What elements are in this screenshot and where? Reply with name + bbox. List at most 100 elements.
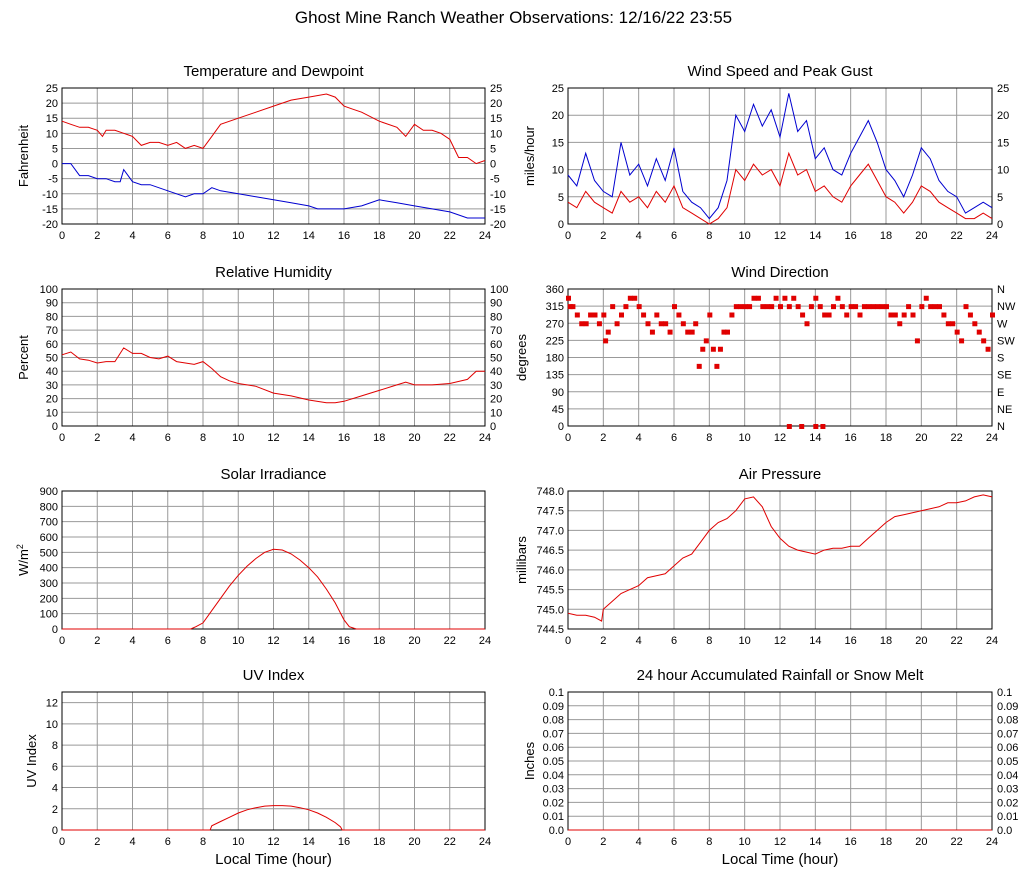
data-point bbox=[769, 304, 775, 310]
data-point bbox=[689, 329, 695, 335]
data-point bbox=[786, 424, 792, 429]
y-right-tick-label: 0.01 bbox=[997, 811, 1018, 823]
y-tick-label: 4 bbox=[52, 783, 58, 795]
x-tick-label: 4 bbox=[636, 836, 642, 848]
page-title: Ghost Mine Ranch Weather Observations: 1… bbox=[294, 8, 733, 27]
x-tick-label: 2 bbox=[94, 230, 100, 242]
data-point bbox=[950, 321, 956, 327]
data-point bbox=[813, 424, 819, 429]
y-tick-label: 270 bbox=[546, 318, 564, 330]
y-tick-label: -5 bbox=[48, 174, 58, 186]
x-tick-label: 6 bbox=[671, 432, 677, 444]
y-tick-label: 360 bbox=[546, 284, 564, 296]
x-tick-label: 10 bbox=[232, 836, 244, 848]
data-point bbox=[619, 312, 624, 318]
y-tick-label: 225 bbox=[546, 335, 564, 347]
y-tick-label: 90 bbox=[552, 387, 564, 399]
y-right-tick-label: -20 bbox=[490, 219, 506, 231]
data-point bbox=[870, 304, 876, 310]
data-point bbox=[566, 295, 571, 301]
plot-frame bbox=[567, 87, 993, 225]
data-point bbox=[676, 312, 682, 318]
x-tick-label: 22 bbox=[444, 230, 456, 242]
x-tick-label: 8 bbox=[706, 432, 712, 444]
data-point bbox=[990, 312, 995, 318]
x-tick-label: 20 bbox=[915, 836, 927, 848]
y-right-tick-label: 20 bbox=[490, 394, 502, 406]
y-tick-label: 6 bbox=[52, 761, 58, 773]
x-tick-label: 20 bbox=[915, 635, 927, 647]
data-point bbox=[928, 304, 934, 310]
y-tick-label: 0.0 bbox=[549, 825, 564, 837]
data-point bbox=[853, 304, 859, 310]
data-point bbox=[813, 295, 819, 301]
y-tick-label: 0 bbox=[558, 421, 564, 433]
data-point bbox=[567, 304, 573, 310]
plot-frame bbox=[61, 691, 486, 831]
data-point bbox=[721, 329, 727, 335]
data-point bbox=[623, 304, 629, 310]
x-tick-label: 2 bbox=[600, 432, 606, 444]
x-tick-label: 12 bbox=[774, 635, 786, 647]
y-tick-label: 0 bbox=[52, 825, 58, 837]
x-tick-label: 14 bbox=[809, 230, 821, 242]
data-point bbox=[817, 304, 823, 310]
y-right-tick-label: 80 bbox=[490, 311, 502, 323]
y-tick-label: 180 bbox=[546, 353, 564, 365]
y-tick-label: -20 bbox=[42, 219, 58, 231]
data-point bbox=[972, 321, 978, 327]
y-right-tick-label: SW bbox=[997, 335, 1015, 347]
x-tick-label: 0 bbox=[565, 836, 571, 848]
data-point bbox=[808, 304, 814, 310]
y-right-tick-label: -10 bbox=[490, 189, 506, 201]
x-tick-label: 16 bbox=[845, 230, 857, 242]
y-tick-label: 8 bbox=[52, 740, 58, 752]
y-tick-label: 20 bbox=[552, 110, 564, 122]
data-point bbox=[714, 363, 720, 369]
data-point bbox=[663, 321, 669, 327]
y-right-tick-label: N bbox=[997, 284, 1005, 296]
x-tick-label: 22 bbox=[951, 230, 963, 242]
data-point bbox=[645, 321, 651, 327]
x-tick-label: 4 bbox=[636, 635, 642, 647]
x-tick-label: 12 bbox=[267, 635, 279, 647]
x-tick-label: 12 bbox=[774, 836, 786, 848]
data-point bbox=[729, 312, 735, 318]
data-point bbox=[786, 304, 792, 310]
x-tick-label: 0 bbox=[565, 230, 571, 242]
y-axis-label: degrees bbox=[514, 334, 529, 381]
x-tick-label: 6 bbox=[165, 836, 171, 848]
x-tick-label: 10 bbox=[232, 432, 244, 444]
data-point bbox=[861, 304, 867, 310]
y-axis-label: miles/hour bbox=[522, 125, 537, 186]
x-tick-label: 20 bbox=[408, 836, 420, 848]
data-point bbox=[976, 329, 982, 335]
y-tick-label: 15 bbox=[46, 113, 58, 125]
data-point bbox=[636, 304, 642, 310]
x-tick-label: 14 bbox=[303, 432, 315, 444]
data-point bbox=[760, 304, 766, 310]
x-tick-label: 20 bbox=[408, 230, 420, 242]
y-tick-label: 0 bbox=[52, 624, 58, 636]
data-point bbox=[627, 295, 633, 301]
y-right-tick-label: NW bbox=[997, 301, 1016, 313]
y-tick-label: 400 bbox=[40, 563, 58, 575]
x-tick-label: 4 bbox=[129, 635, 135, 647]
y-tick-label: 0.01 bbox=[543, 811, 564, 823]
y-right-tick-label: 25 bbox=[997, 83, 1009, 95]
x-tick-label: 20 bbox=[915, 432, 927, 444]
x-tick-label: 8 bbox=[200, 836, 206, 848]
x-tick-label: 0 bbox=[565, 635, 571, 647]
x-tick-label: 16 bbox=[845, 635, 857, 647]
chart-title: Air Pressure bbox=[739, 466, 822, 483]
data-point bbox=[954, 329, 960, 335]
y-tick-label: 20 bbox=[46, 98, 58, 110]
x-tick-label: 22 bbox=[444, 836, 456, 848]
y-right-tick-label: 5 bbox=[997, 192, 1003, 204]
x-tick-label: 8 bbox=[200, 432, 206, 444]
data-point bbox=[897, 321, 903, 327]
y-right-tick-label: 20 bbox=[997, 110, 1009, 122]
